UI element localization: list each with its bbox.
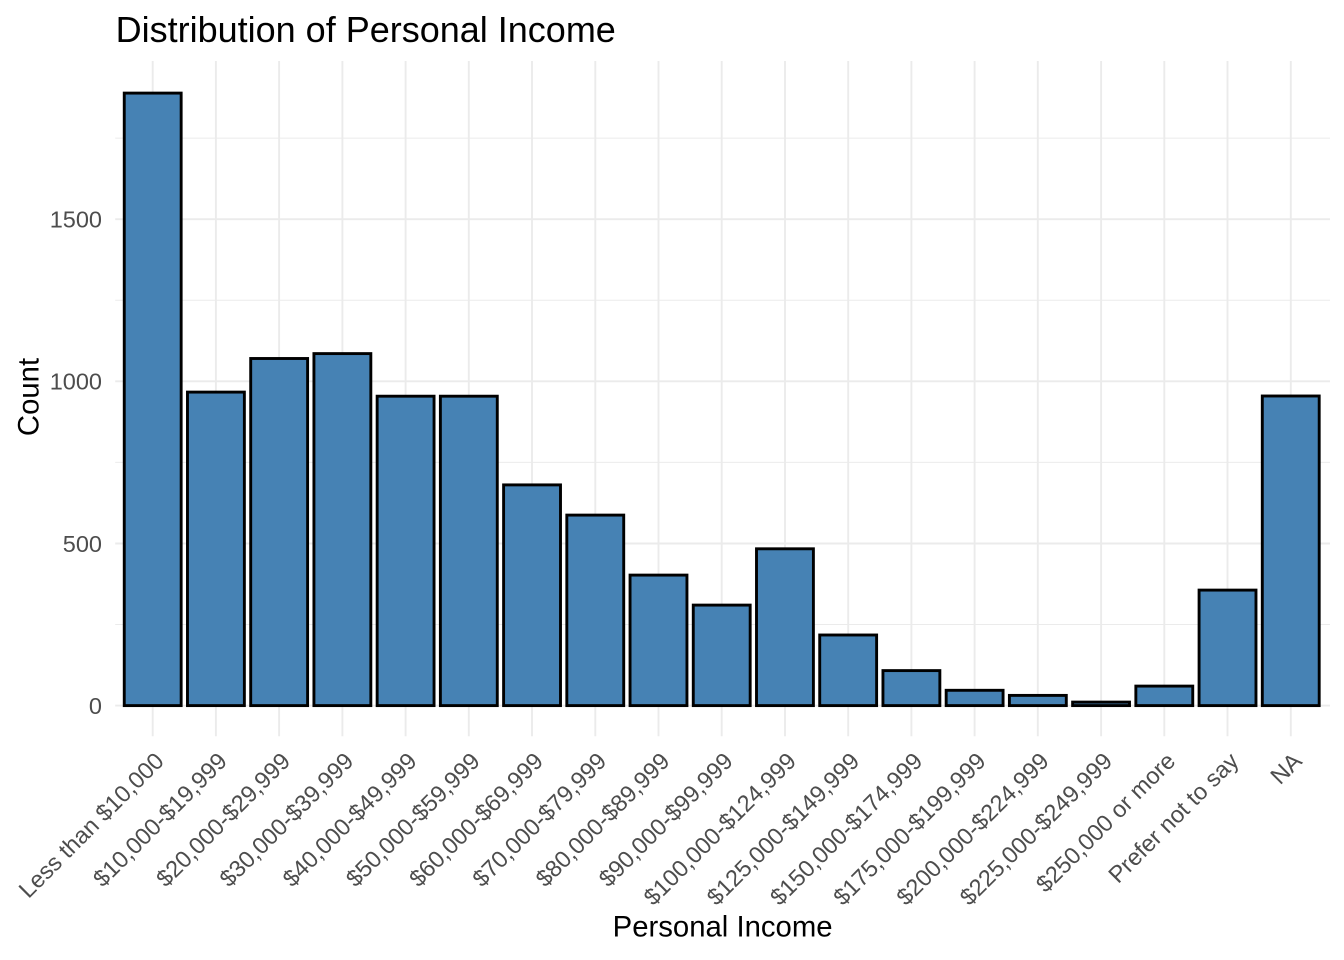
svg-text:Personal Income: Personal Income <box>613 911 833 944</box>
svg-text:0: 0 <box>89 693 102 719</box>
svg-text:1000: 1000 <box>50 369 102 395</box>
svg-text:Count: Count <box>12 358 45 436</box>
svg-text:Distribution of Personal Incom: Distribution of Personal Income <box>116 9 616 50</box>
svg-text:500: 500 <box>63 531 102 557</box>
svg-text:1500: 1500 <box>50 207 102 233</box>
